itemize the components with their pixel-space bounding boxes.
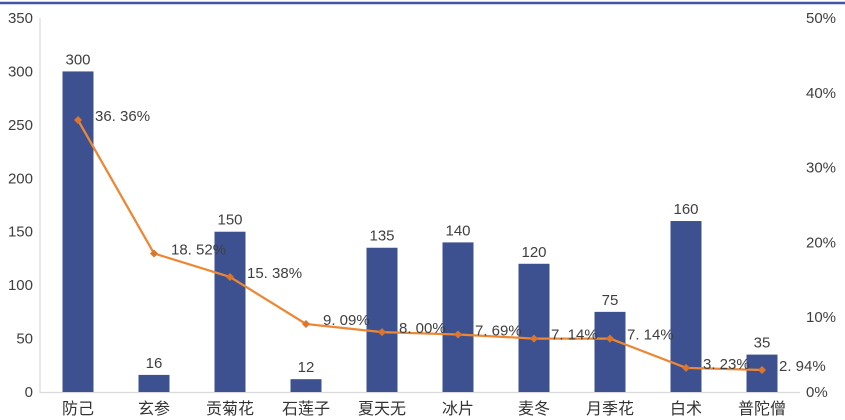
line-marker (682, 363, 690, 372)
bar-value-label: 35 (754, 335, 771, 352)
trend-line-series (77, 119, 763, 372)
left-axis-tick-label: 150 (8, 224, 33, 241)
x-axis-category-label: 石莲子 (282, 400, 330, 418)
axis-lines (39, 18, 800, 394)
bar-value-label: 140 (445, 222, 470, 239)
bar (366, 247, 398, 392)
percent-value-label: 7. 69% (475, 322, 522, 339)
percent-value-label: 8. 00% (399, 320, 446, 337)
bar-value-label: 150 (217, 212, 242, 229)
line-marker (530, 334, 538, 343)
trend-line (77, 119, 763, 372)
bar-value-label: 75 (602, 292, 619, 309)
percent-value-label: 2. 94% (779, 358, 826, 375)
right-axis-tick-label: 20% (806, 234, 836, 251)
bar-value-label: 16 (146, 355, 163, 372)
bar (442, 242, 474, 392)
percent-value-label: 9. 09% (323, 312, 370, 329)
x-axis-category-label: 普陀僧 (738, 400, 786, 418)
line-marker (150, 249, 158, 258)
x-axis-category-label: 贡菊花 (206, 400, 254, 418)
right-axis-tick-label: 50% (806, 10, 836, 27)
percent-value-label: 3. 23% (703, 356, 750, 373)
percent-value-label: 15. 38% (247, 265, 302, 282)
percent-value-label: 7. 14% (627, 327, 674, 344)
x-axis-category-label: 玄参 (138, 400, 170, 418)
line-marker (74, 116, 82, 125)
bar-value-label: 120 (521, 244, 546, 261)
percent-value-label: 7. 14% (551, 327, 598, 344)
bar (594, 311, 626, 392)
left-axis-tick-label: 0 (25, 384, 33, 401)
x-axis-category-label: 麦冬 (518, 400, 550, 418)
line-marker (378, 328, 386, 337)
left-axis-tick-label: 300 (8, 63, 33, 80)
right-axis-tick-label: 10% (806, 309, 836, 326)
left-axis-tick-label: 350 (8, 10, 33, 27)
right-axis-tick-label: 0% (806, 384, 828, 401)
bar (518, 263, 550, 392)
line-marker (606, 334, 614, 343)
line-marker (226, 272, 234, 281)
x-axis-category-labels: 防己 玄参 贡菊花 石莲子 夏天无 冰片 麦冬 月季花 白术 普陀僧 (62, 400, 786, 418)
line-marker (454, 330, 462, 339)
x-axis-category-label: 白术 (670, 400, 702, 418)
bar-value-label: 12 (298, 359, 315, 376)
x-axis-category-label: 月季花 (586, 400, 634, 418)
left-axis-tick-label: 250 (8, 117, 33, 134)
right-axis-tick-label: 40% (806, 85, 836, 102)
bar (290, 379, 322, 392)
left-axis-tick-label: 100 (8, 277, 33, 294)
bar-series (62, 71, 778, 392)
bar-value-label: 160 (673, 201, 698, 218)
x-axis-category-label: 夏天无 (358, 401, 406, 418)
left-axis-tick-label: 50 (16, 331, 33, 348)
bar-value-labels: 300 16 150 12 135 140 120 75 160 35 (65, 51, 770, 376)
percent-value-label: 36. 36% (95, 108, 150, 125)
line-marker (758, 366, 766, 375)
x-axis-category-label: 冰片 (442, 400, 474, 418)
right-axis-tick-labels: 0% 10% 20% 30% 40% 50% (806, 10, 836, 401)
percent-value-label: 18. 52% (171, 241, 226, 258)
line-marker (302, 320, 310, 329)
bar (214, 231, 246, 392)
bar (138, 374, 170, 392)
left-axis-tick-labels: 0 50 100 150 200 250 300 350 (8, 10, 33, 401)
left-axis-tick-label: 200 (8, 170, 33, 187)
right-axis-tick-label: 30% (806, 160, 836, 177)
trend-line-markers (74, 116, 766, 375)
x-axis-category-label: 防己 (62, 400, 94, 418)
percent-value-labels: 36. 36% 18. 52% 15. 38% 9. 09% 8. 00% 7. 69% 7… (95, 108, 826, 375)
bar-value-label: 135 (369, 228, 394, 245)
bar (62, 71, 94, 392)
top-divider-rule (0, 2, 845, 4)
bar-value-label: 300 (65, 51, 90, 68)
